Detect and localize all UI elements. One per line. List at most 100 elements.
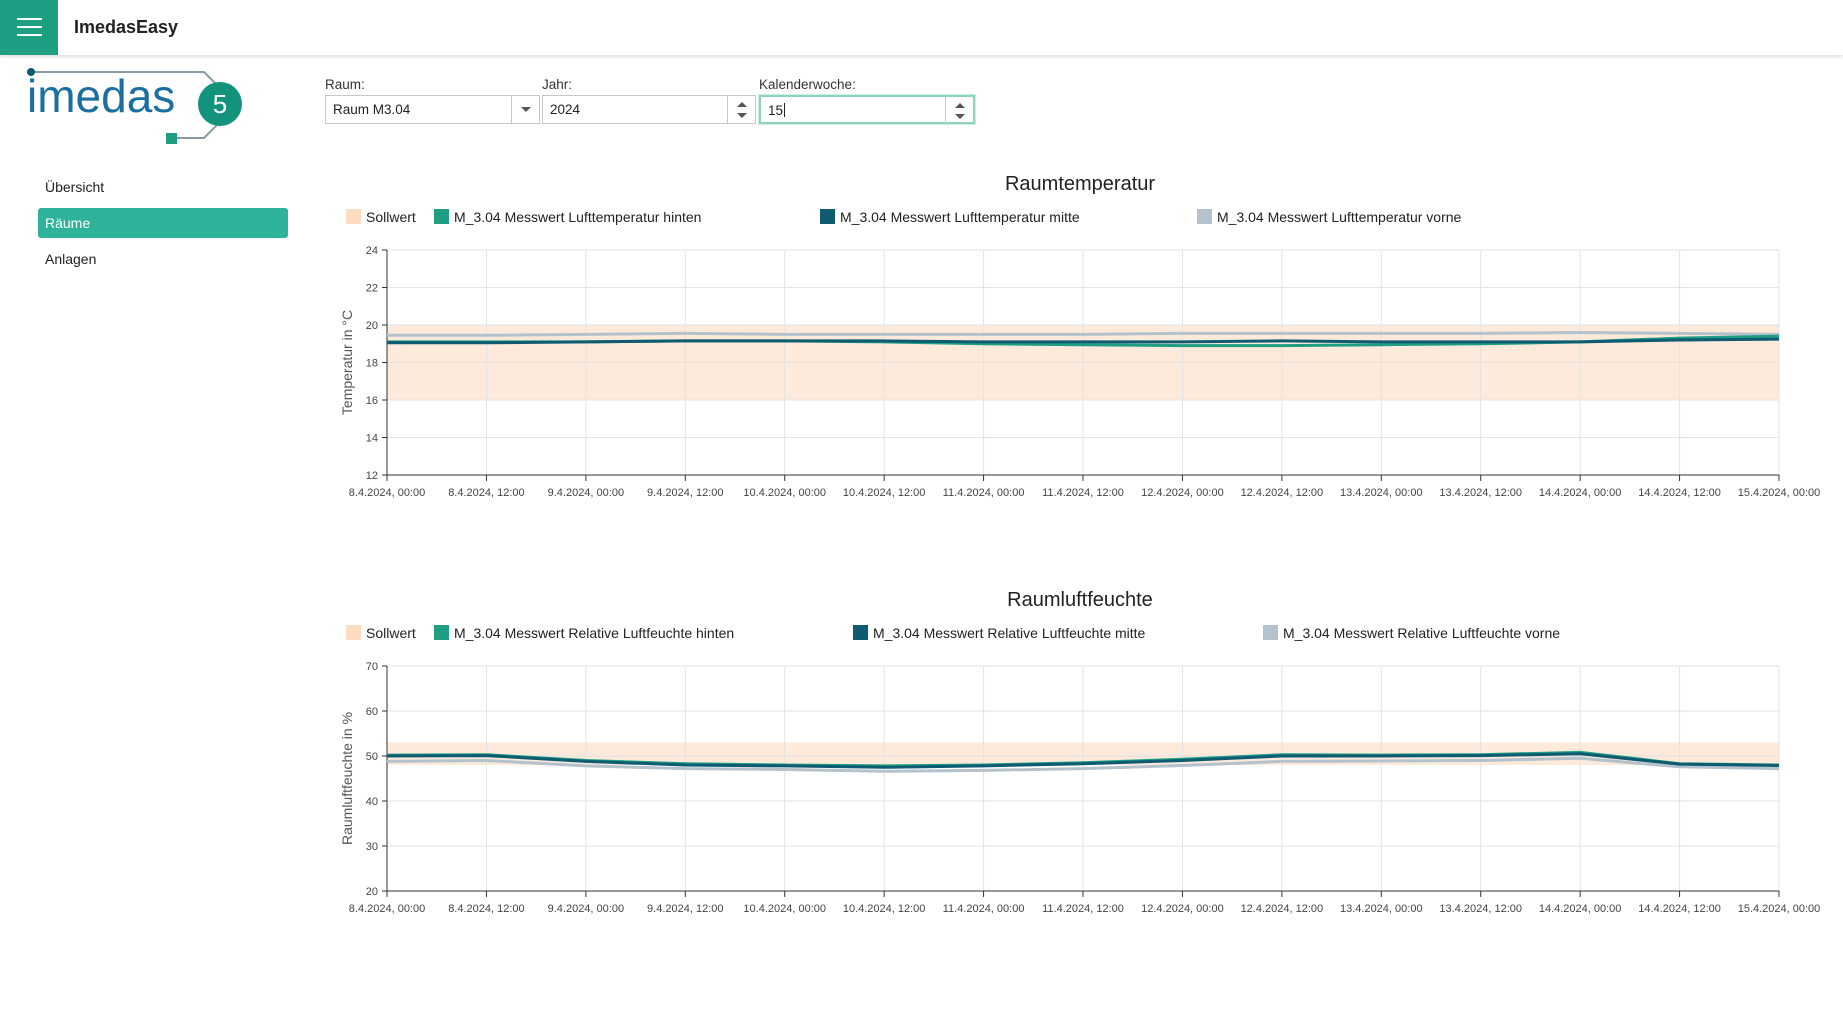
room-filter: Raum: Raum M3.04 [325,77,540,124]
logo-text: imedas [27,70,175,122]
week-value-wrap: 15 [768,97,786,124]
week-label: Kalenderwoche: [759,77,856,92]
legend-label: Sollwert [366,625,416,641]
temperature-plot: 12 14 16 18 20 22 24 8.4.2024, 00:00 8.4.2024, 1… [339,245,1821,499]
y-tick-label: 24 [366,245,378,257]
x-tick-label: 8.4.2024, 00:00 [349,487,425,499]
x-tick-label: 14.4.2024, 00:00 [1539,903,1622,915]
room-dropdown-toggle[interactable] [511,96,539,123]
room-select[interactable]: Raum M3.04 [325,95,540,124]
x-tick-label: 10.4.2024, 12:00 [843,903,926,915]
chevron-down-icon [521,107,531,112]
x-tick-label: 9.4.2024, 12:00 [647,903,723,915]
year-label: Jahr: [542,77,573,92]
sidebar-item-anlagen[interactable]: Anlagen [45,251,97,267]
imedas-logo: imedas 5 [27,68,242,144]
x-tick-label: 14.4.2024, 12:00 [1638,487,1721,499]
week-filter: Kalenderwoche: 15 [759,77,975,124]
y-tick-label: 50 [366,751,378,763]
app-title: ImedasEasy [74,17,179,37]
humidity-plot: 20 30 40 50 60 70 8.4.2024, 00:00 8.4.2024, 12:… [339,661,1821,915]
spin-up-icon[interactable] [955,103,965,108]
sidebar-item-raeume[interactable]: Räume [38,208,288,238]
chart-title-temperature: Raumtemperatur [1004,173,1156,195]
menu-button[interactable] [0,0,58,55]
legend-swatch [820,209,835,224]
legend-label: M_3.04 Messwert Relative Luftfeuchte hin… [454,625,735,641]
x-tick-label: 8.4.2024, 00:00 [349,903,425,915]
x-tick-label: 12.4.2024, 12:00 [1241,903,1324,915]
y-tick-label: 70 [366,661,378,673]
legend-swatch [434,209,449,224]
y-axis-label: Temperatur in °C [339,310,355,415]
legend-label: M_3.04 Messwert Lufttemperatur hinten [454,209,702,225]
x-tick-label: 13.4.2024, 12:00 [1439,903,1522,915]
top-bar: ImedasEasy [0,0,1843,55]
x-tick-label: 12.4.2024, 00:00 [1141,903,1224,915]
series-line-mitte [387,337,1780,345]
legend-label: M_3.04 Messwert Lufttemperatur mitte [840,209,1080,225]
x-tick-label: 15.4.2024, 00:00 [1738,487,1821,499]
legend-label: M_3.04 Messwert Relative Luftfeuchte vor… [1283,625,1561,641]
x-tick-label: 10.4.2024, 00:00 [743,903,826,915]
x-tick-label: 15.4.2024, 00:00 [1738,903,1821,915]
legend-swatch [346,209,361,224]
temperature-chart: Raumtemperatur Sollwert M_3.04 Messwert … [330,170,1830,550]
x-tick-label: 11.4.2024, 12:00 [1042,487,1124,499]
x-tick-label: 11.4.2024, 12:00 [1042,903,1124,915]
y-tick-label: 22 [366,283,378,295]
y-tick-label: 14 [366,433,378,445]
x-tick-label: 13.4.2024, 12:00 [1439,487,1522,499]
hamburger-icon-line [17,34,42,36]
legend-label: M_3.04 Messwert Relative Luftfeuchte mit… [873,625,1146,641]
series-line-vorne [386,756,1780,773]
year-value: 2024 [550,102,581,117]
x-tick-label: 12.4.2024, 00:00 [1141,487,1224,499]
sidebar-nav: Übersicht Räume Anlagen [38,172,288,280]
y-tick-label: 40 [366,796,378,808]
y-tick-label: 16 [366,395,378,407]
x-tick-label: 9.4.2024, 00:00 [548,903,624,915]
spin-down-icon[interactable] [955,114,965,119]
room-value: Raum M3.04 [333,102,411,117]
x-tick-label: 8.4.2024, 12:00 [448,903,524,915]
series-line-mitte [386,752,1780,769]
hamburger-icon [17,18,42,20]
x-tick-label: 14.4.2024, 00:00 [1539,487,1622,499]
week-spinner[interactable] [945,97,973,124]
x-tick-label: 9.4.2024, 00:00 [548,487,624,499]
x-tick-label: 10.4.2024, 12:00 [843,487,926,499]
legend-swatch [1197,209,1212,224]
x-tick-label: 13.4.2024, 00:00 [1340,903,1423,915]
legend-swatch [434,625,449,640]
x-tick-label: 10.4.2024, 00:00 [743,487,826,499]
x-tick-label: 14.4.2024, 12:00 [1638,903,1721,915]
spin-up-icon[interactable] [737,102,747,107]
spin-down-icon[interactable] [737,113,747,118]
y-tick-label: 60 [366,706,378,718]
legend-swatch [1263,625,1278,640]
y-tick-label: 18 [366,358,378,370]
hamburger-icon-line [17,26,42,28]
chart-title-humidity: Raumluftfeuchte [1007,589,1153,611]
week-input[interactable]: 15 [759,95,975,124]
x-tick-label: 9.4.2024, 12:00 [647,487,723,499]
year-filter: Jahr: 2024 [542,77,756,124]
x-tick-label: 11.4.2024, 00:00 [943,903,1025,915]
x-tick-label: 12.4.2024, 12:00 [1241,487,1324,499]
series-line-vorne [387,331,1780,337]
y-tick-label: 20 [366,886,378,898]
y-axis-label: Raumluftfeuchte in % [339,712,355,845]
x-tick-label: 8.4.2024, 12:00 [448,487,524,499]
text-caret [784,103,786,117]
y-tick-label: 30 [366,841,378,853]
y-tick-label: 12 [366,470,378,482]
legend-swatch [346,625,361,640]
sidebar-item-uebersicht[interactable]: Übersicht [45,179,105,195]
year-input[interactable]: 2024 [542,95,756,124]
week-value: 15 [768,103,784,118]
year-spinner[interactable] [727,96,755,123]
x-tick-label: 11.4.2024, 00:00 [943,487,1025,499]
room-label: Raum: [325,77,365,92]
humidity-chart: Raumluftfeuchte Sollwert M_3.04 Messwert… [330,586,1830,966]
